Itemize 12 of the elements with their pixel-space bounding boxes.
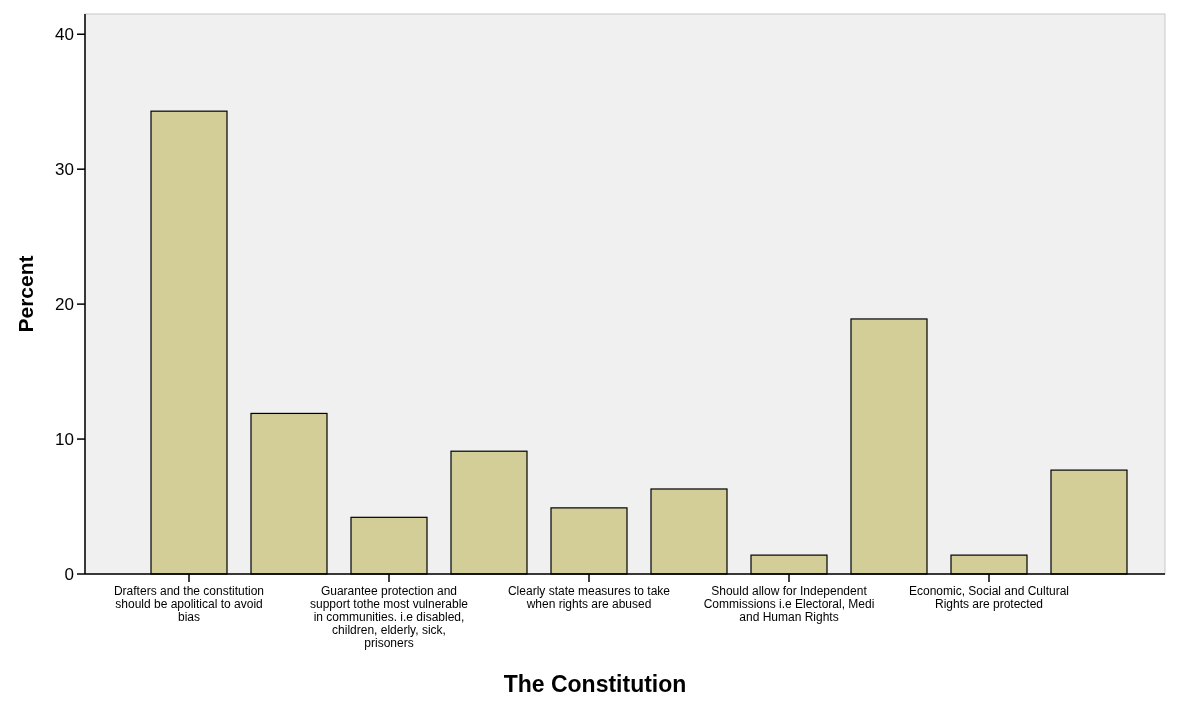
x-tick-label: Economic, Social and Cultural Rights are protected — [908, 584, 1070, 611]
x-tick-label: Drafters and the constitution should be apolitical to avoid bias — [113, 584, 265, 624]
x-axis-title: The Constitution — [503, 671, 687, 697]
y-tick-label: 0 — [64, 564, 74, 584]
y-tick-label: 10 — [55, 430, 74, 450]
y-axis-title: Percent — [14, 255, 37, 333]
y-tick-label: 20 — [55, 295, 74, 315]
x-tick-label: Guarantee protection and support tothe most vulnerable in communities. i.e disabled, children, elderly, sick, prisoners — [309, 584, 469, 650]
y-tick-label: 30 — [55, 160, 74, 180]
y-tick-label: 40 — [55, 25, 74, 45]
x-tick-label: Should allow for Independent Commissions i.e Electoral, Medi and Human Rights — [703, 584, 875, 624]
x-tick-label: Clearly state measures to take when rights are abused — [507, 584, 671, 611]
